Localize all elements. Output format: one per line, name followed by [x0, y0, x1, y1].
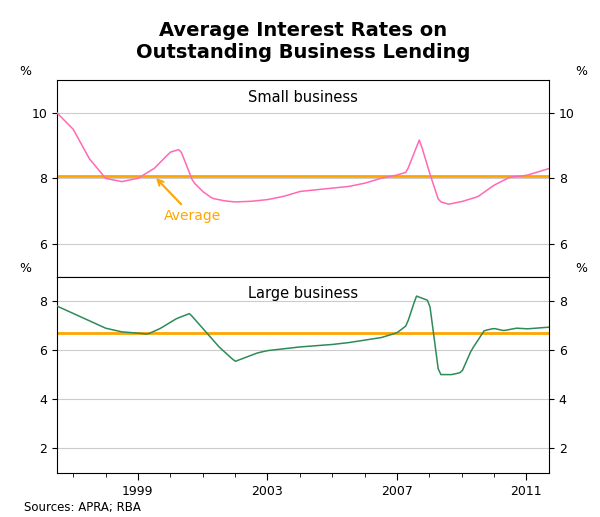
Text: %: %	[19, 65, 31, 78]
Text: Large business: Large business	[248, 286, 358, 301]
Text: %: %	[575, 262, 587, 275]
Text: %: %	[575, 65, 587, 78]
Text: %: %	[19, 262, 31, 275]
Text: Small business: Small business	[248, 90, 358, 105]
Text: Sources: APRA; RBA: Sources: APRA; RBA	[24, 501, 141, 514]
Text: Average: Average	[158, 180, 221, 223]
Text: Average Interest Rates on
Outstanding Business Lending: Average Interest Rates on Outstanding Bu…	[136, 21, 470, 62]
